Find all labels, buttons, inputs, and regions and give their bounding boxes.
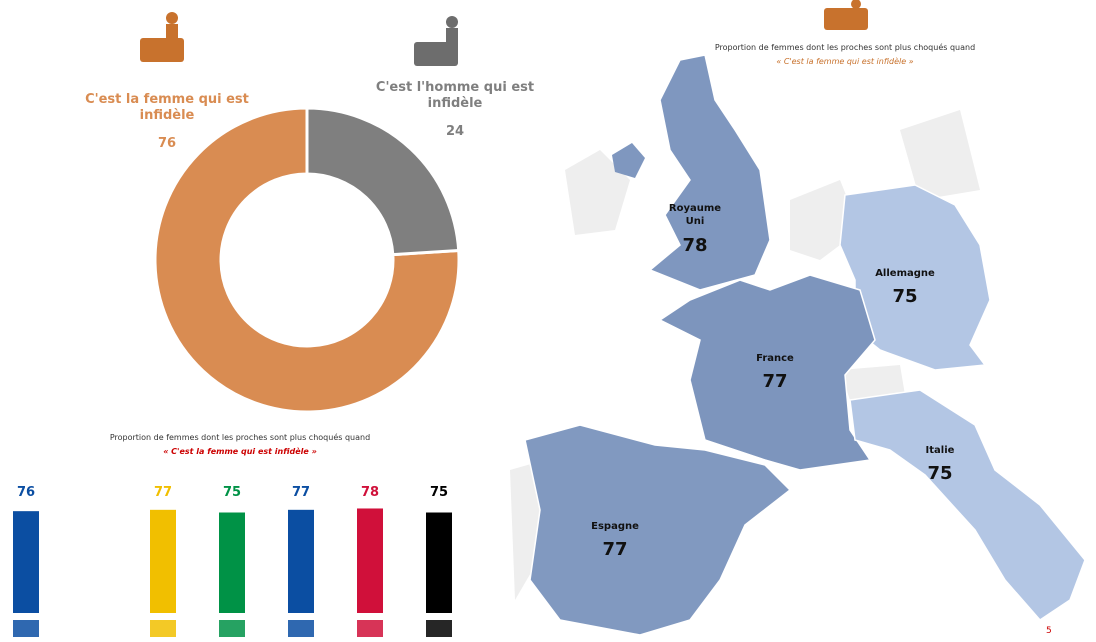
icon-man: [414, 16, 458, 66]
country: [658, 274, 876, 471]
bar-value: 77: [292, 485, 310, 500]
country: [524, 424, 792, 636]
bar-value: 77: [154, 485, 172, 500]
bar-value: 78: [361, 485, 379, 500]
bar: [150, 509, 176, 613]
flag: [150, 620, 176, 637]
country: [849, 389, 1086, 621]
flag: [288, 620, 314, 637]
donut-slice: [305, 106, 461, 257]
icon-woman: [140, 12, 184, 62]
country-name: Royaume Uni: [668, 203, 722, 227]
bar: [288, 509, 314, 613]
country: [648, 54, 771, 291]
flag: [219, 620, 245, 637]
country-name: France: [756, 353, 794, 364]
country: [839, 184, 991, 371]
slice-value: 76: [157, 136, 177, 151]
flag: [357, 620, 383, 637]
country-value: 78: [682, 235, 708, 256]
bar: [426, 512, 452, 613]
bar: [13, 511, 39, 613]
map-subtitle: « C'est la femme qui est infidèle »: [776, 57, 914, 66]
ireland: [612, 143, 645, 178]
country-name: Espagne: [591, 521, 639, 532]
country-value: 75: [927, 463, 953, 484]
donut-slice: [153, 106, 461, 414]
flag: [13, 620, 39, 637]
bar: [357, 508, 383, 613]
bar-subtitle: « C'est la femme qui est infidèle »: [163, 447, 317, 456]
country-value: 75: [892, 286, 918, 307]
slice-label: C'est l'homme qui est infidèle: [375, 80, 535, 112]
icon-map: [824, 0, 868, 30]
bar-title: Proportion de femmes dont les proches so…: [109, 433, 371, 442]
country-name: Italie: [925, 445, 955, 456]
country-value: 77: [762, 371, 788, 392]
bar-value: 75: [223, 485, 241, 500]
page-number: 5: [1046, 626, 1052, 636]
slice-label: C'est la femme qui est infidèle: [85, 92, 249, 124]
bar-value: 76: [17, 485, 35, 500]
map-title: Proportion de femmes dont les proches so…: [714, 43, 976, 52]
country-name: Allemagne: [875, 268, 935, 279]
country-value: 77: [602, 539, 628, 560]
flag: [426, 620, 452, 637]
slice-value: 24: [445, 124, 465, 139]
bar: [219, 512, 245, 613]
bar-value: 75: [430, 485, 448, 500]
flags: [13, 620, 452, 637]
